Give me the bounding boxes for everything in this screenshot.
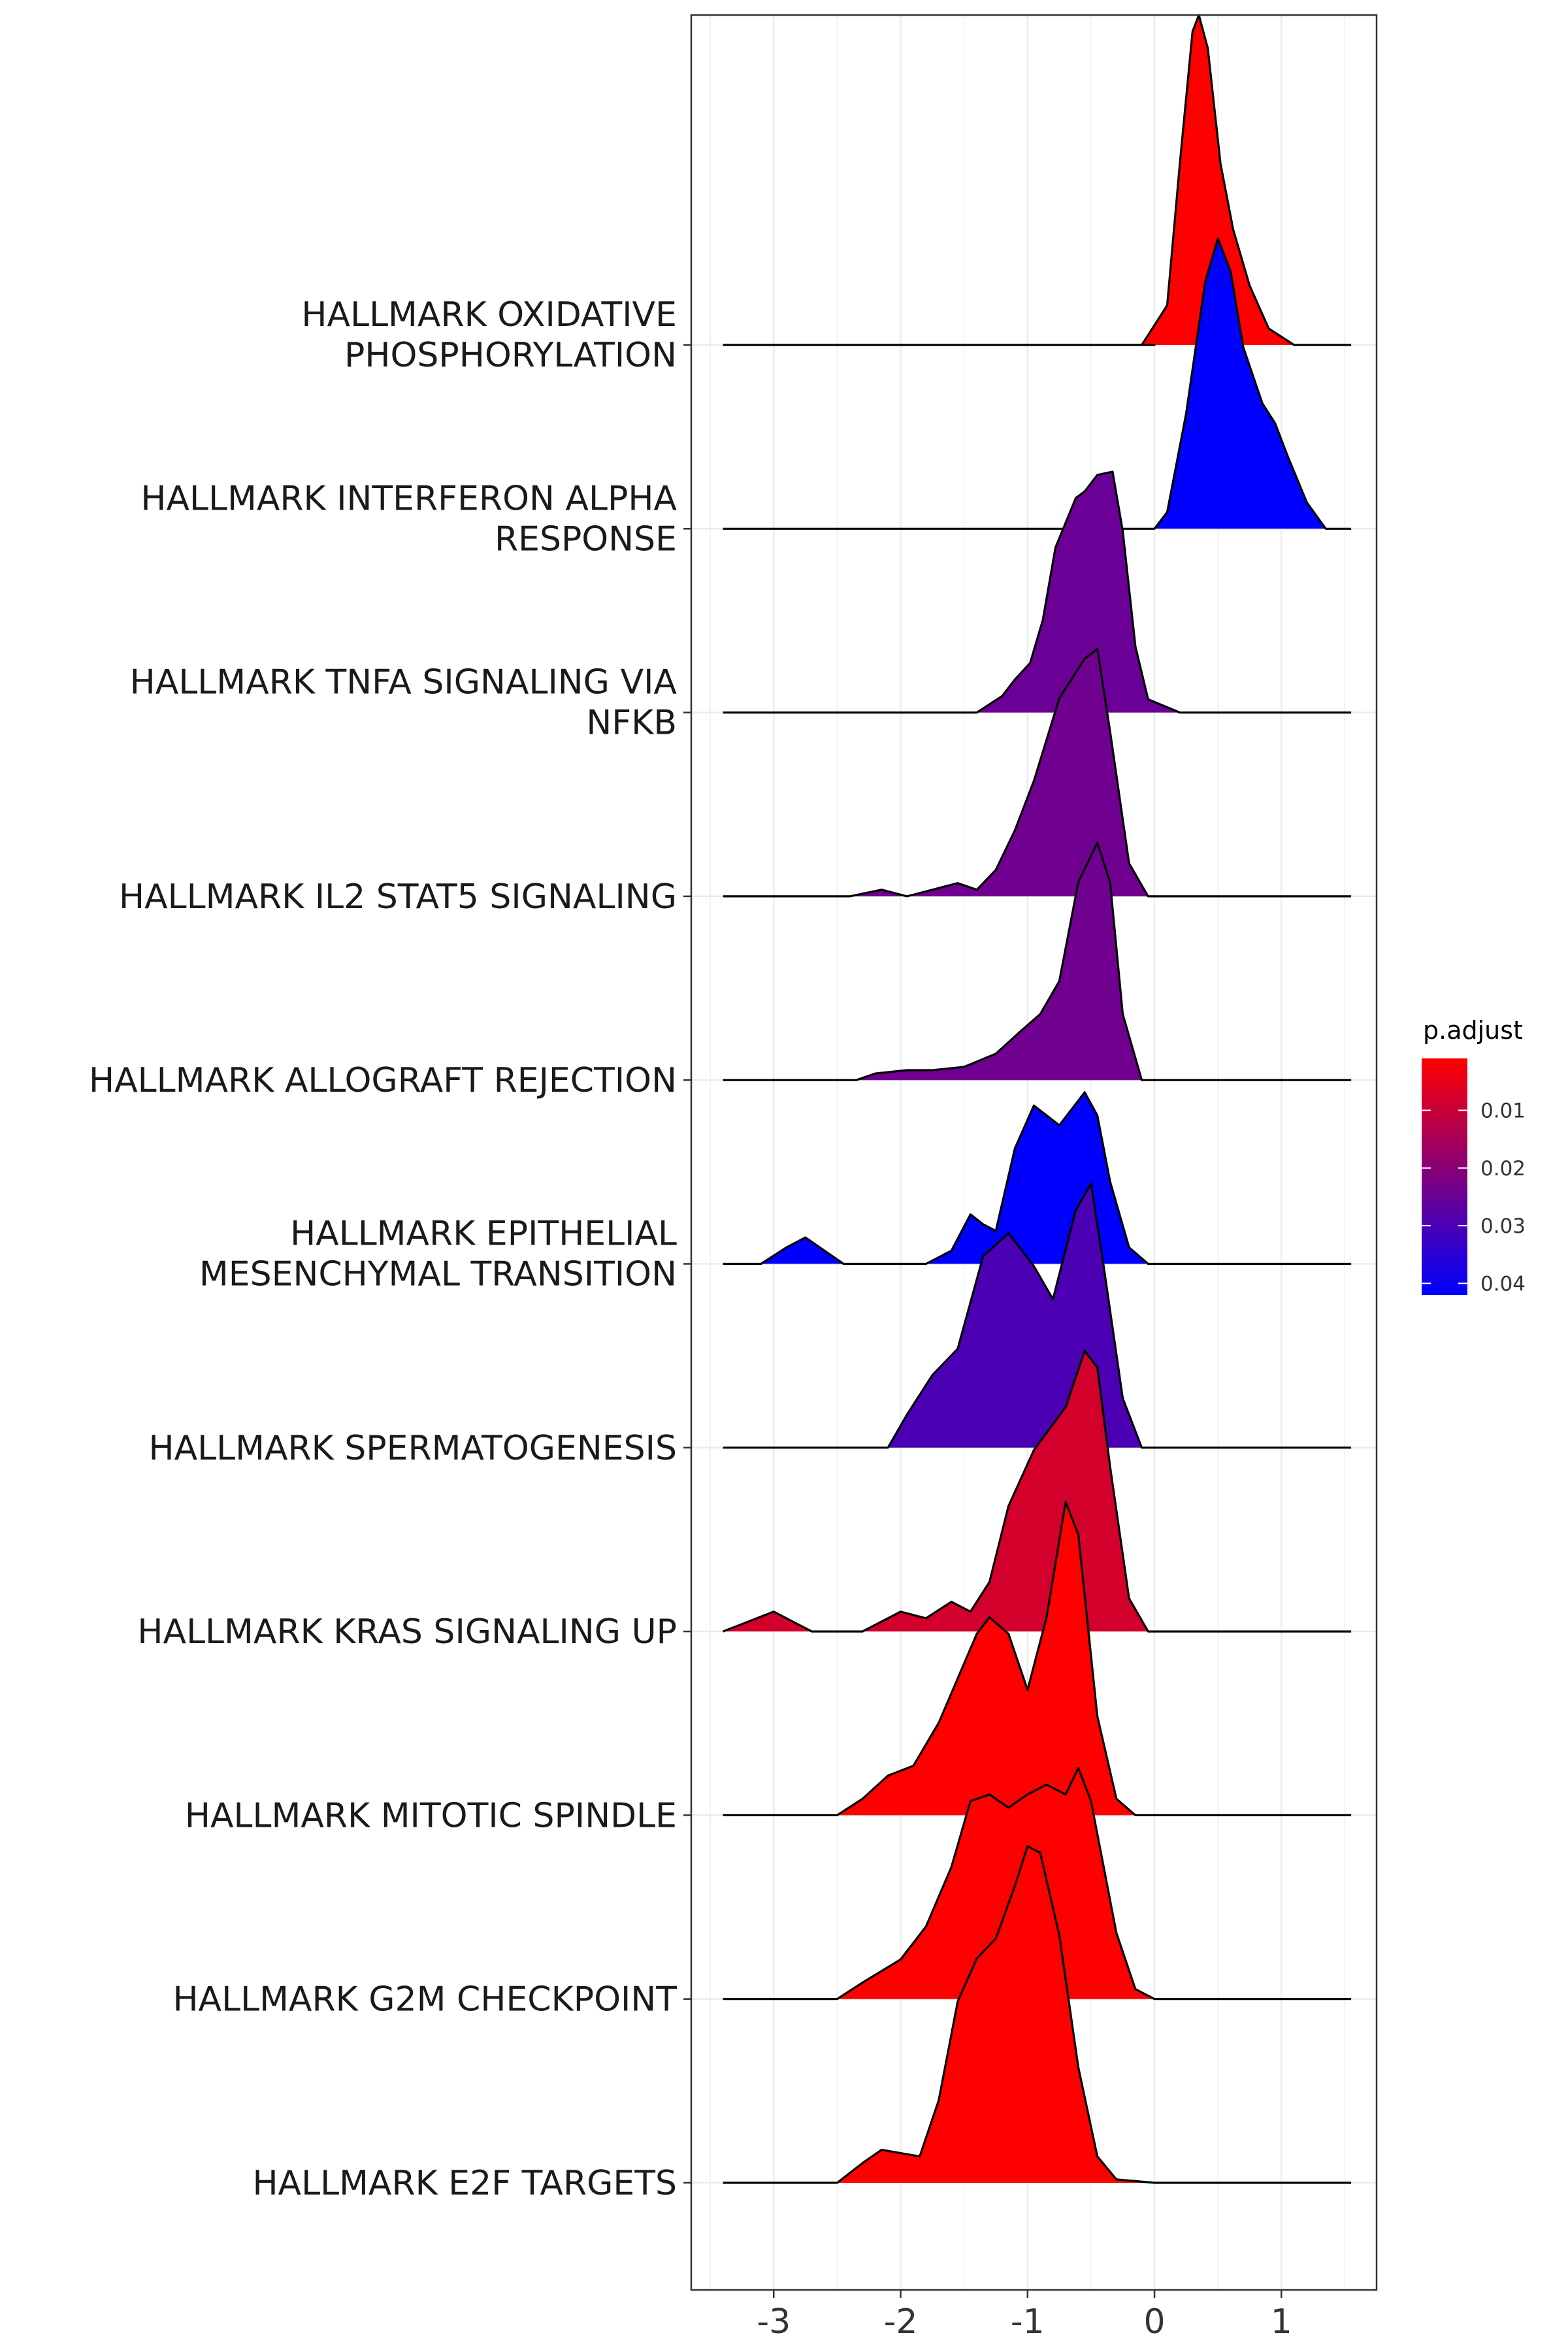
ridge-fill (723, 1846, 1352, 2183)
ridge-outline (723, 1767, 1352, 2001)
ridge-outline (723, 237, 1352, 530)
y-tick-label: MESENCHYMAL TRANSITION (199, 1255, 677, 1294)
legend-colorbar (1422, 1058, 1467, 1295)
ridge-7 (723, 1350, 1352, 1633)
ridge-fill (723, 15, 1352, 345)
legend-title: p.adjust (1423, 1016, 1523, 1045)
ridge-outline (723, 1501, 1352, 1816)
y-tick-label: PHOSPHORYLATION (344, 336, 677, 375)
ridge-outline (723, 1350, 1352, 1633)
ridge-outline (723, 1183, 1352, 1449)
y-tick-label: HALLMARK MITOTIC SPINDLE (185, 1796, 677, 1835)
ridges (723, 14, 1352, 2184)
ridge-6 (723, 1183, 1352, 1449)
ridge-fill (723, 1501, 1352, 1816)
ridge-fill (723, 1350, 1352, 1632)
y-tick-label: HALLMARK INTERFERON ALPHA (140, 479, 677, 518)
ridge-10 (723, 1845, 1352, 2184)
y-tick-label: HALLMARK IL2 STAT5 SIGNALING (119, 877, 677, 917)
ridge-4 (723, 841, 1352, 1081)
ridge-5 (723, 1091, 1352, 1266)
ridge-3 (723, 647, 1352, 898)
x-tick-label: 0 (1143, 2302, 1165, 2342)
y-tick-label: RESPONSE (495, 519, 677, 559)
ridge-fill (723, 842, 1352, 1081)
y-tick-label: HALLMARK TNFA SIGNALING VIA (130, 663, 678, 702)
ridge-outline (723, 1091, 1352, 1266)
plot-border (690, 14, 1378, 2291)
x-tick-label: -3 (757, 2302, 791, 2342)
y-tick-label: HALLMARK E2F TARGETS (252, 2164, 677, 2203)
y-tick-label: HALLMARK ALLOGRAFT REJECTION (89, 1061, 677, 1100)
ridge-2 (723, 470, 1352, 714)
ridge-0 (723, 14, 1352, 346)
ridge-outline (723, 841, 1352, 1081)
ridge-outline (723, 14, 1352, 346)
ridge-fill (723, 1092, 1352, 1264)
ridge-outline (723, 470, 1352, 714)
ridge-outline (723, 647, 1352, 898)
legend-tick-label: 0.03 (1480, 1215, 1526, 1238)
ridge-fill (723, 471, 1352, 713)
legend-tick-label: 0.02 (1480, 1157, 1526, 1181)
legend-tick-label: 0.01 (1480, 1099, 1526, 1122)
x-tick-label: -2 (884, 2302, 918, 2342)
ridge-fill (723, 238, 1352, 529)
legend: p.adjust 0.01 0.02 0.03 0.04 (1422, 1016, 1526, 1296)
y-tick-label: NFKB (586, 704, 677, 743)
x-tick-label: -1 (1011, 2302, 1045, 2342)
x-tick-label: 1 (1271, 2302, 1292, 2342)
x-axis: -3 -2 -1 0 1 (757, 2290, 1292, 2342)
ridge-8 (723, 1501, 1352, 1816)
legend-tick-label: 0.04 (1480, 1272, 1526, 1296)
ridge-fill (723, 1183, 1352, 1448)
ridge-1 (723, 237, 1352, 530)
y-tick-label: HALLMARK KRAS SIGNALING UP (137, 1612, 677, 1652)
y-tick-label: HALLMARK EPITHELIAL (290, 1215, 677, 1254)
y-tick-label: HALLMARK OXIDATIVE (301, 295, 677, 335)
y-tick-label: HALLMARK SPERMATOGENESIS (148, 1429, 677, 1468)
ridge-outline (723, 1845, 1352, 2184)
y-tick-label: HALLMARK G2M CHECKPOINT (172, 1980, 677, 2019)
